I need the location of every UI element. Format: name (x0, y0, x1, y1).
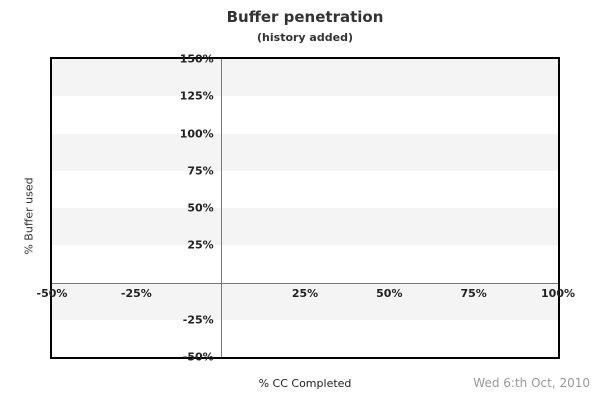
x-tick-label: 75% (460, 286, 487, 300)
y-axis-zero-line (221, 59, 222, 357)
x-tick-label: 50% (376, 286, 403, 300)
y-tick-label: -25% (182, 313, 214, 327)
chart-subtitle: (history added) (257, 31, 353, 44)
x-tick-label: 25% (291, 286, 319, 300)
y-axis-title: % Buffer used (22, 177, 36, 255)
y-tick-label: 125% (179, 89, 214, 103)
footer-date: Wed 6:th Oct, 2010 (473, 376, 590, 390)
x-axis-zero-line (52, 283, 558, 284)
plot-band (52, 59, 558, 97)
plot-band (52, 170, 558, 208)
y-tick-label: 150% (179, 52, 214, 66)
y-tick-label: -50% (182, 350, 214, 364)
plot-band (52, 245, 558, 283)
y-tick-label: 100% (179, 127, 214, 140)
plot-band (52, 96, 558, 134)
y-tick-label: 75% (187, 164, 214, 178)
x-tick-label: -50% (36, 286, 68, 300)
y-tick-label: 25% (187, 238, 214, 252)
plot-area: 150% 125% 100% 75% 50% 25% -25% -50% -50% -25% 25… (37, 53, 575, 364)
x-tick-label: -25% (120, 286, 152, 300)
plot-band (52, 282, 558, 320)
x-axis-title: % CC Completed (258, 377, 352, 390)
plot-band (52, 133, 558, 171)
chart-title: Buffer penetration (226, 8, 384, 26)
x-tick-label: 100% (541, 286, 575, 300)
plot-band (52, 319, 558, 357)
plot-band (52, 208, 558, 246)
y-tick-label: 50% (187, 201, 214, 215)
